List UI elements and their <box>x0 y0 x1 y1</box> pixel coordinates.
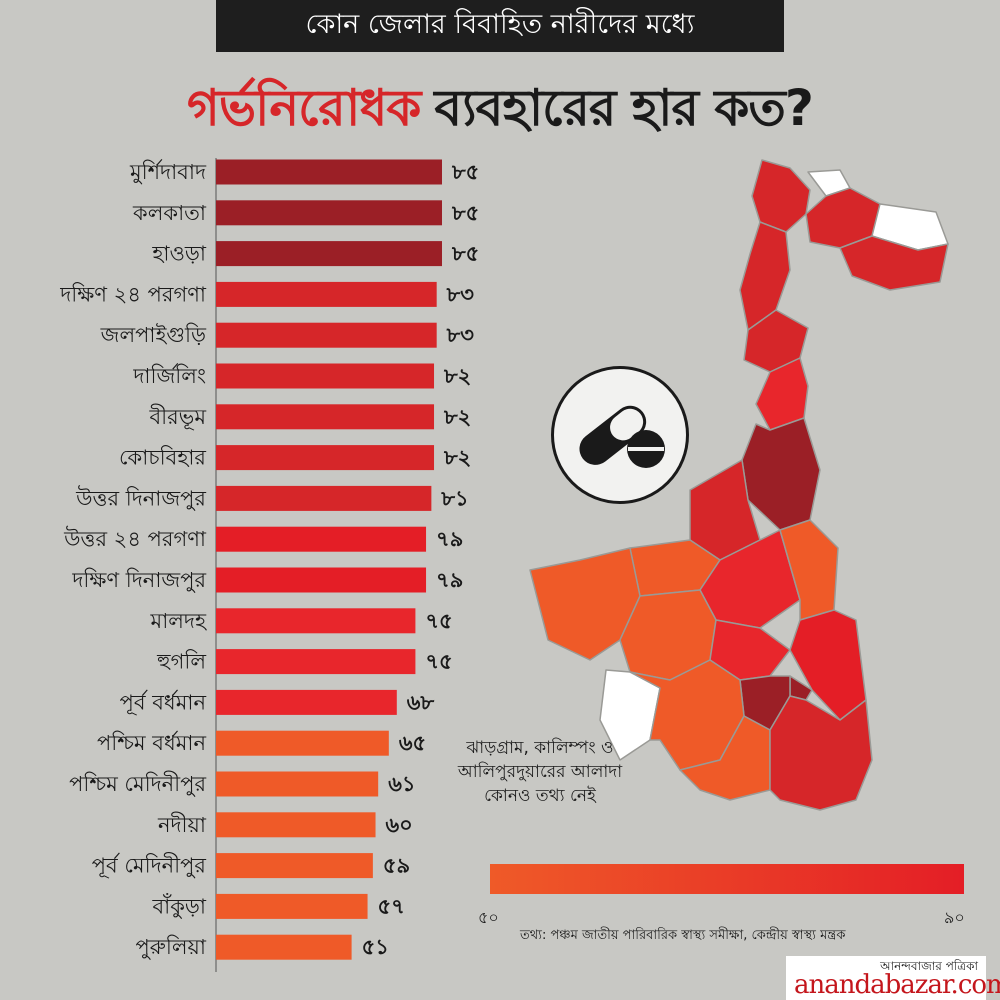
bar <box>216 363 435 389</box>
scale-max-label: ৯০ <box>944 908 965 927</box>
brand-name-bengali: আনন্দবাজার পত্রিকা <box>880 959 978 973</box>
category-label: পূর্ব মেদিনীপুর <box>92 853 207 878</box>
west-bengal-map <box>529 159 949 811</box>
category-label: উত্তর ২৪ পরগণা <box>63 526 207 551</box>
no-data-note: ঝাড়গ্রাম, কালিম্পং ও আলিপুরদুয়ারের আলা… <box>457 738 623 806</box>
value-label: ৫৯ <box>383 854 410 878</box>
bar <box>216 281 437 307</box>
map-region-coochbehar <box>839 235 949 291</box>
value-label: ৬১ <box>388 772 415 796</box>
bar <box>216 730 389 756</box>
bar <box>216 241 442 267</box>
value-label: ৮১ <box>440 486 468 510</box>
bar <box>216 649 416 675</box>
bar <box>216 485 432 511</box>
value-label: ৭৫ <box>425 609 452 633</box>
brand-logo: আনন্দবাজার পত্রিকা anandabazar.com <box>786 956 1000 1000</box>
bar <box>216 445 435 471</box>
bar <box>216 812 376 838</box>
category-label: জলপাইগুড়ি <box>100 323 207 347</box>
category-label: পূর্ব বর্ধমান <box>120 690 207 715</box>
value-label: ৫১ <box>362 935 389 959</box>
bar <box>216 771 379 797</box>
category-label: হুগলি <box>156 650 206 674</box>
value-label: ৮২ <box>443 364 471 388</box>
source-note: তথ্য: পঞ্চম জাতীয় পারিবারিক স্বাস্থ্য স… <box>520 928 846 943</box>
category-label: বাঁকুড়া <box>151 893 206 918</box>
bar <box>216 853 373 879</box>
bar <box>216 934 352 960</box>
bar <box>216 159 442 185</box>
bar <box>216 689 397 715</box>
bar <box>216 404 435 430</box>
bar <box>216 200 442 226</box>
category-label: কোচবিহার <box>119 446 206 470</box>
title-accent: গর্ভনিরোধক <box>187 78 421 137</box>
category-label: পুরুলিয়া <box>136 935 207 959</box>
map-region-dakshin-24-parganas <box>769 695 873 811</box>
value-label: ৮৫ <box>451 201 479 225</box>
bar <box>216 526 427 552</box>
category-label: বীরভূম <box>148 404 206 430</box>
pill-capsule-icon <box>551 366 689 504</box>
value-label: ৮৫ <box>451 242 479 266</box>
value-label: ৮৩ <box>446 323 475 347</box>
value-label: ৬৮ <box>407 690 435 714</box>
category-label: দার্জিলিং <box>132 363 206 388</box>
category-label: হাওড়া <box>151 242 207 266</box>
value-label: ৮২ <box>443 446 471 470</box>
value-label: ৭৯ <box>436 568 463 592</box>
value-label: ৭৫ <box>425 650 452 674</box>
value-label: ৭৯ <box>436 527 463 551</box>
value-label: ৬০ <box>386 813 413 837</box>
map-region-murshidabad <box>741 417 821 531</box>
scale-min-label: ৫০ <box>478 908 499 927</box>
bar <box>216 322 437 348</box>
bar <box>216 608 416 634</box>
bar <box>216 567 427 593</box>
category-label: মুর্শিদাবাদ <box>129 159 207 184</box>
value-label: ৮২ <box>443 405 471 429</box>
category-label: উত্তর দিনাজপুর <box>75 485 206 510</box>
value-label: ৮৫ <box>451 160 479 184</box>
map-region-darjeeling <box>751 159 811 233</box>
title-rest: ব্যবহারের হার কত? <box>434 78 814 137</box>
category-label: দক্ষিণ ২৪ পরগণা <box>59 282 207 306</box>
category-label: পশ্চিম মেদিনীপুর <box>69 771 206 796</box>
header-banner: কোন জেলার বিবাহিত নারীদের মধ্যে <box>216 0 784 52</box>
category-label: কলকাতা <box>132 201 207 225</box>
bar <box>216 893 368 919</box>
brand-name-english: anandabazar.com <box>794 970 1000 1000</box>
category-label: নদীয়া <box>157 812 207 837</box>
chart-title: গর্ভনিরোধক ব্যবহারের হার কত? <box>0 72 1000 152</box>
value-label: ৮৩ <box>446 282 475 306</box>
category-label: মালদহ <box>150 609 207 633</box>
value-label: ৫৭ <box>378 894 405 918</box>
color-scale-bar <box>490 864 964 894</box>
value-label: ৬৫ <box>399 731 426 755</box>
category-label: পশ্চিম বর্ধমান <box>97 730 206 755</box>
category-label: দক্ষিণ দিনাজপুর <box>71 568 206 592</box>
